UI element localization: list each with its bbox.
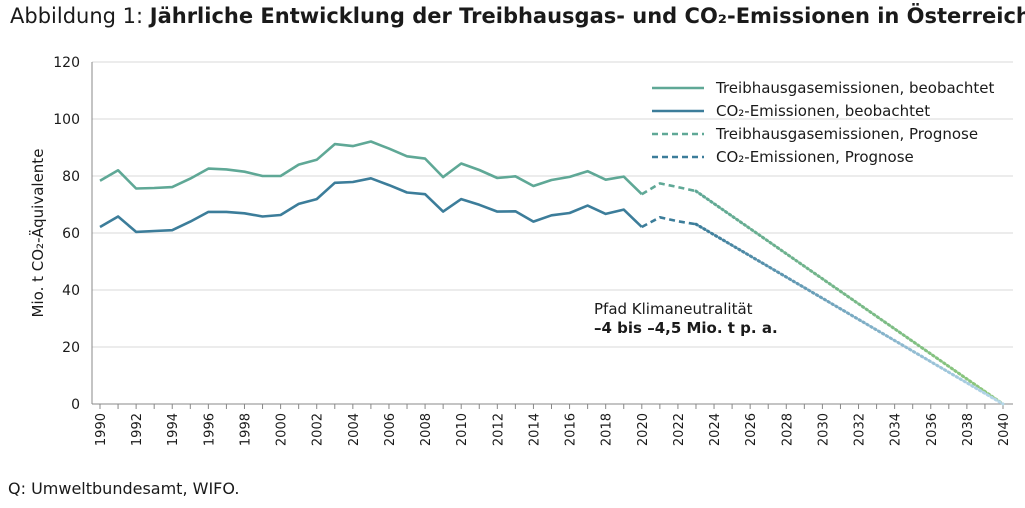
x-tick-label: 1994 bbox=[166, 413, 181, 446]
legend-label: Treibhausgasemissionen, beobachtet bbox=[715, 79, 995, 97]
x-tick-labels: 1990 1992 1994 1996 1998 2000 2002 2004 2006 2008… bbox=[94, 404, 1012, 446]
source-note: Q: Umweltbundesamt, WIFO. bbox=[8, 479, 240, 498]
y-tick-label: 40 bbox=[62, 283, 80, 299]
x-tick-label: 2010 bbox=[455, 413, 470, 446]
y-axis-label: Mio. t CO₂-Äquivalente bbox=[28, 149, 47, 318]
x-tick-label: 2002 bbox=[311, 413, 326, 446]
legend: Treibhausgasemissionen, beobachtet CO₂-Em… bbox=[652, 79, 995, 166]
x-tick-label: 2034 bbox=[889, 413, 904, 446]
x-tick-label: 1996 bbox=[202, 413, 217, 446]
x-tick-label: 2028 bbox=[780, 413, 795, 446]
y-tick-labels: 0 20 40 60 80 100 120 bbox=[53, 55, 80, 413]
x-tick-label: 2030 bbox=[816, 413, 831, 446]
grid-lines bbox=[92, 61, 1013, 348]
y-tick-label: 0 bbox=[71, 397, 80, 413]
x-tick-label: 1998 bbox=[238, 413, 253, 446]
x-tick-label: 2006 bbox=[383, 413, 398, 446]
x-tick-label: 2032 bbox=[853, 413, 868, 446]
y-tick-label: 60 bbox=[62, 226, 80, 242]
series-lines bbox=[99, 140, 697, 234]
x-tick-label: 2040 bbox=[997, 413, 1012, 446]
legend-label: CO₂-Emissionen, Prognose bbox=[716, 148, 914, 166]
series-line bbox=[99, 177, 643, 234]
x-tick-label: 2000 bbox=[275, 413, 290, 446]
x-tick-label: 2036 bbox=[925, 413, 940, 446]
y-tick-label: 20 bbox=[62, 340, 80, 356]
series-line bbox=[641, 182, 697, 196]
x-tick-label: 2020 bbox=[636, 413, 651, 446]
x-tick-label: 2038 bbox=[961, 413, 976, 446]
y-tick-label: 80 bbox=[62, 169, 80, 185]
x-tick-label: 2018 bbox=[600, 413, 615, 446]
annotation-line-1: Pfad Klimaneutralität bbox=[594, 300, 753, 318]
climate-neutral-pathways bbox=[694, 189, 1005, 406]
x-tick-label: 2004 bbox=[347, 413, 362, 446]
x-tick-label: 2022 bbox=[672, 413, 687, 446]
y-tick-label: 120 bbox=[53, 55, 80, 71]
pathway-line bbox=[694, 189, 1005, 406]
x-tick-label: 2016 bbox=[564, 413, 579, 446]
x-tick-label: 2014 bbox=[527, 413, 542, 446]
y-tick-label: 100 bbox=[53, 112, 80, 128]
x-tick-label: 1990 bbox=[94, 413, 109, 446]
x-tick-label: 2012 bbox=[491, 413, 506, 446]
pathway-line bbox=[694, 222, 1005, 406]
x-tick-label: 2026 bbox=[744, 413, 759, 446]
series-line bbox=[641, 216, 697, 229]
x-tick-label: 1992 bbox=[130, 413, 145, 446]
legend-label: CO₂-Emissionen, beobachtet bbox=[716, 102, 930, 120]
axes bbox=[91, 62, 1013, 405]
chart-title: Abbildung 1: Jährliche Entwicklung der T… bbox=[10, 4, 1025, 28]
annotation-line-2: –4 bis –4,5 Mio. t p. a. bbox=[594, 319, 778, 337]
legend-label: Treibhausgasemissionen, Prognose bbox=[715, 125, 978, 143]
x-tick-label: 2024 bbox=[708, 413, 723, 446]
x-tick-label: 2008 bbox=[419, 413, 434, 446]
series-line bbox=[99, 140, 643, 196]
